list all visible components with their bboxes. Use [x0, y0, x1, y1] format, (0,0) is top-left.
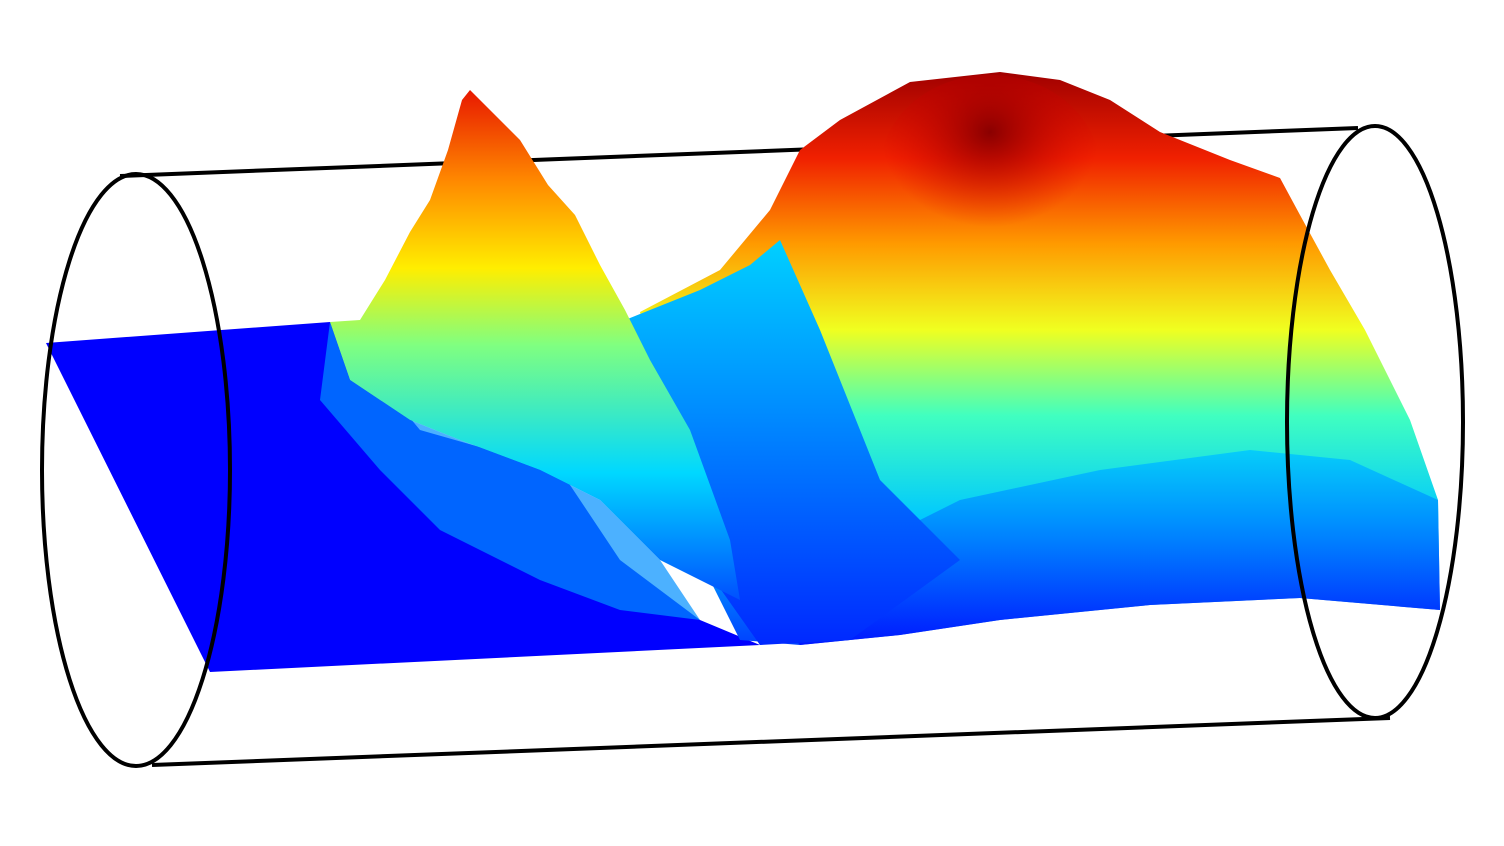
cylinder-bottom-edge [151, 716, 1391, 767]
valley [600, 240, 960, 645]
cylinder-left-end [40, 172, 232, 768]
right-peak-core [880, 75, 1100, 265]
right-front-slope [760, 450, 1440, 645]
left-peak-skirt [320, 322, 700, 620]
left-peak [330, 90, 740, 600]
